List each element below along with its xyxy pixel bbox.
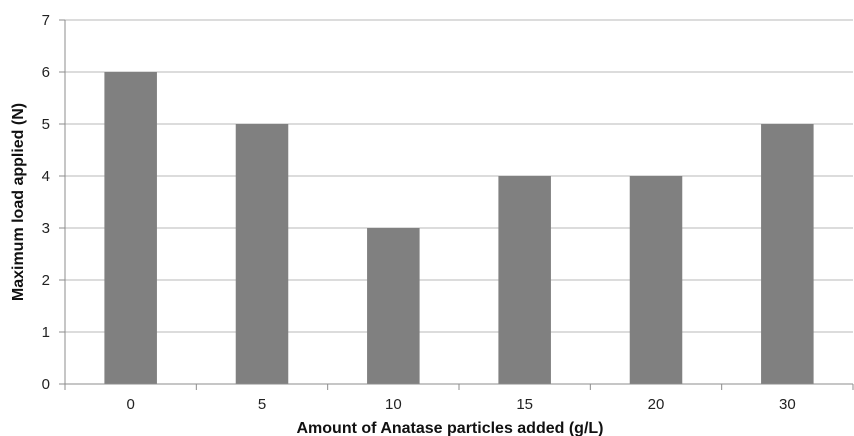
bar	[235, 124, 289, 384]
y-tick-labels: 0 1 2 3 4 5 6 7	[42, 12, 50, 393]
y-tick-label: 5	[42, 116, 50, 133]
gridlines	[65, 19, 853, 333]
bar	[367, 228, 420, 384]
bar	[629, 176, 683, 384]
x-axis-label: Amount of Anatase particles added (g/L)	[297, 420, 604, 436]
y-tick-label: 0	[42, 376, 50, 393]
x-tick-label: 5	[258, 396, 266, 413]
x-tick-label: 30	[779, 396, 796, 413]
x-tick-label: 15	[516, 396, 533, 413]
x-tick-label: 0	[126, 396, 134, 413]
axes	[59, 19, 854, 390]
y-tick-label: 7	[42, 12, 50, 29]
bar	[104, 72, 157, 384]
y-tick-label: 1	[42, 324, 50, 341]
y-tick-label: 3	[42, 220, 50, 237]
x-tick-label: 10	[385, 396, 402, 413]
y-tick-label: 6	[42, 64, 50, 81]
y-tick-label: 2	[42, 272, 50, 289]
bar	[498, 176, 551, 384]
bars	[104, 72, 814, 384]
x-tick-labels: 0 5 10 15 20 30	[126, 396, 795, 413]
bar	[761, 124, 814, 384]
y-tick-label: 4	[42, 168, 50, 185]
x-tick-label: 20	[648, 396, 665, 413]
y-axis-label: Maximum load applied (N)	[10, 103, 27, 301]
